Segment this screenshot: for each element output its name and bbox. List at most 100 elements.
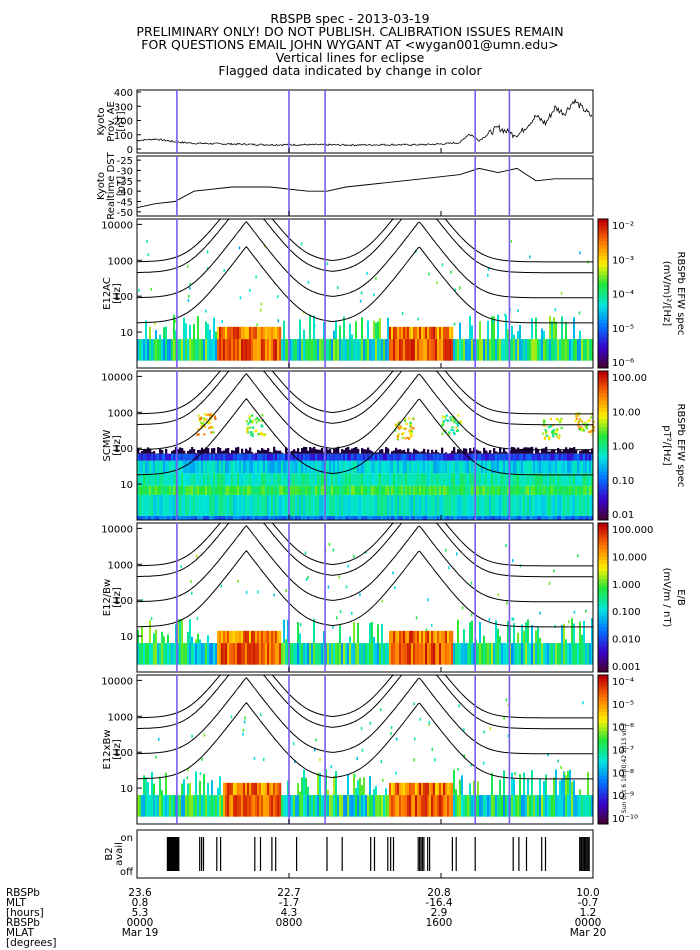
scmw-chorus-pixel <box>246 428 249 432</box>
e12xbw-pixel <box>327 789 329 796</box>
scmw-pixel <box>283 460 286 474</box>
scmw-pixel <box>349 473 352 486</box>
e12bw-pixel <box>479 622 481 644</box>
scmw-pixel <box>287 453 290 461</box>
scmw-pixel <box>369 515 372 520</box>
e12xbw-pixel <box>233 782 236 796</box>
e12bw-pixel <box>269 630 272 644</box>
scmw-pixel <box>265 453 268 461</box>
e12bw-pixel <box>585 643 588 665</box>
scmw-pixel <box>299 473 302 486</box>
e12bw-speckle <box>328 542 331 546</box>
scmw-pixel <box>237 485 240 495</box>
scmw-pixel <box>343 453 346 461</box>
scmw-pixel <box>227 494 230 516</box>
scmw-pixel <box>145 453 148 461</box>
scmw-pixel <box>491 473 494 486</box>
scmw-chorus-pixel <box>409 423 413 426</box>
scmw-pixel <box>457 460 460 474</box>
e12xbw-pixel <box>497 795 500 817</box>
e12ac-pixel <box>281 339 284 361</box>
e12bw-pixel <box>191 643 194 665</box>
scmw-pixel <box>277 494 280 516</box>
e12xbw-pixel <box>267 795 270 817</box>
e12xbw-pixel <box>567 795 570 817</box>
e12bw-speckle <box>470 613 473 617</box>
e12xbw-pixel <box>495 795 498 817</box>
scmw-pixel <box>369 485 372 495</box>
e12xbw-pixel <box>555 795 558 817</box>
scmw-pixel <box>165 494 168 516</box>
scmw-pixel <box>145 460 148 474</box>
scmw-chorus-pixel <box>403 417 407 420</box>
e12xbw-pixel <box>369 776 371 796</box>
scmw-pixel <box>383 494 386 516</box>
e12xbw-colorbar <box>597 674 609 825</box>
scmw-pixel <box>267 473 270 486</box>
e12xbw-speckle <box>292 742 295 746</box>
scmw-pixel <box>239 473 242 486</box>
scmw-pixel <box>513 515 516 520</box>
scmw-pixel <box>437 460 440 474</box>
scmw-pixel <box>229 453 232 454</box>
e12bw-pixel <box>255 630 258 644</box>
scmw-ylabel: SCMW <box>102 429 113 461</box>
scmw-pixel <box>213 448 216 454</box>
e12ac-pixel <box>239 326 242 340</box>
e12bw-pixel <box>239 643 242 665</box>
e12xbw-speckle <box>482 761 485 765</box>
e12bw-gyrofrequency-curve <box>137 522 593 578</box>
scmw-pixel <box>215 494 218 516</box>
scmw-pixel <box>237 460 240 474</box>
colorbar-cell <box>598 523 608 528</box>
e12bw-pixel <box>561 643 564 665</box>
e12ac-pixel <box>393 326 396 340</box>
scmw-pixel <box>453 447 456 454</box>
e12xbw-pixel <box>153 783 155 796</box>
scmw-pixel <box>477 515 480 520</box>
scmw-pixel <box>435 473 438 486</box>
scmw-pixel <box>385 447 388 454</box>
scmw-pixel <box>521 460 524 474</box>
e12bw-pixel <box>373 637 375 644</box>
scmw-pixel <box>459 460 462 474</box>
scmw-chorus-pixel <box>208 420 211 423</box>
colorbar-cell <box>598 619 608 625</box>
scmw-pixel <box>269 515 272 520</box>
e12ac-ytick-label: 1000 <box>108 256 133 267</box>
scmw-pixel <box>331 452 334 454</box>
scmw-pixel <box>573 453 576 461</box>
e12xbw-pixel <box>441 795 444 817</box>
e12xbw-pixel <box>243 795 246 817</box>
scmw-pixel <box>243 460 246 474</box>
e12bw-speckle <box>237 579 239 583</box>
e12xbw-pixel <box>333 795 336 817</box>
colorbar-cell <box>598 282 608 287</box>
scmw-pixel <box>271 473 274 486</box>
scmw-pixel <box>321 460 324 474</box>
colorbar-tick-label: 1.000 <box>612 580 641 591</box>
scmw-pixel <box>525 473 528 486</box>
e12ac-pixel <box>145 320 147 340</box>
e12bw-speckle <box>305 578 308 582</box>
scmw-pixel <box>435 460 438 474</box>
lshell-value: 5.3 <box>131 907 149 919</box>
scmw-pixel <box>557 485 560 495</box>
e12bw-pixel <box>257 630 260 644</box>
e12ac-pixel <box>441 339 444 361</box>
scmw-pixel <box>405 460 408 474</box>
scmw-pixel <box>519 515 522 520</box>
colorbar-cell <box>598 812 608 818</box>
scmw-pixel <box>405 515 408 520</box>
scmw-pixel <box>299 452 302 454</box>
e12ac-pixel <box>227 339 230 361</box>
scmw-pixel <box>273 446 276 454</box>
scmw-pixel <box>401 453 404 461</box>
scmw-pixel <box>301 515 304 520</box>
scmw-pixel <box>409 473 412 486</box>
e12xbw-pixel <box>305 795 308 817</box>
e12xbw-pixel <box>313 795 316 817</box>
e12xbw-pixel <box>279 782 282 796</box>
scmw-pixel <box>535 515 538 520</box>
e12bw-pixel <box>467 643 470 665</box>
